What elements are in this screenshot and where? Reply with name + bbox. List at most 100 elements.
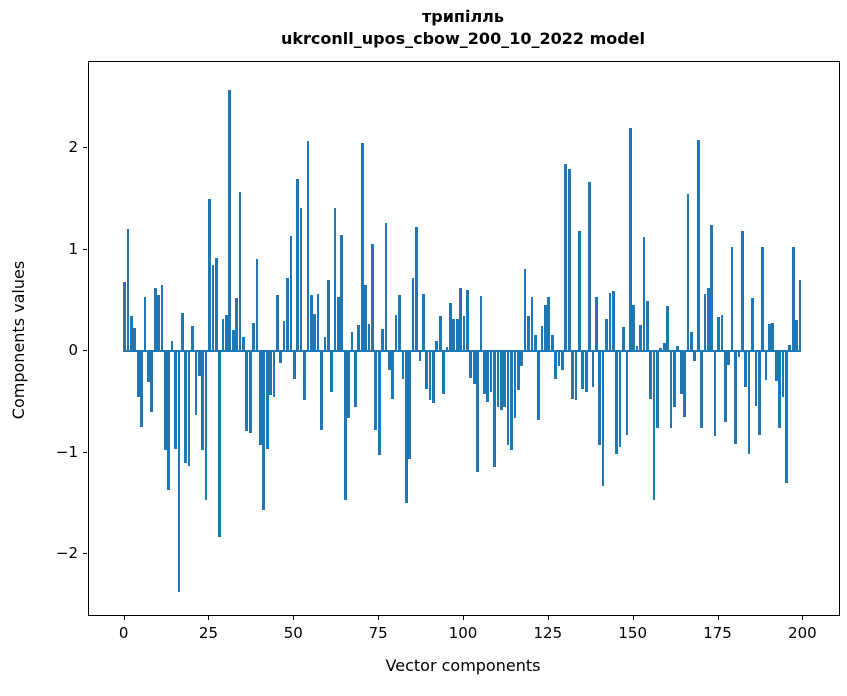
bar bbox=[167, 351, 171, 491]
bar bbox=[584, 351, 588, 392]
bar bbox=[581, 351, 585, 389]
bar bbox=[228, 90, 232, 352]
bar bbox=[727, 351, 731, 366]
bar bbox=[435, 341, 439, 352]
bar bbox=[238, 191, 242, 352]
bar bbox=[143, 297, 147, 352]
y-tick-label: 0 bbox=[68, 341, 78, 360]
bar bbox=[282, 320, 286, 352]
bar bbox=[136, 351, 140, 397]
x-tick-label: 175 bbox=[703, 624, 732, 642]
bar bbox=[211, 264, 215, 352]
bar bbox=[774, 351, 778, 381]
bar bbox=[289, 235, 293, 352]
bar bbox=[751, 298, 754, 352]
bar bbox=[150, 351, 154, 413]
bar bbox=[343, 351, 347, 501]
bar bbox=[588, 181, 591, 352]
bar bbox=[153, 288, 157, 352]
bar bbox=[197, 351, 201, 376]
bar bbox=[544, 304, 547, 352]
y-axis-label: Components values bbox=[9, 260, 28, 420]
bar bbox=[785, 351, 788, 484]
bar bbox=[527, 315, 530, 352]
bar bbox=[537, 351, 540, 421]
bar bbox=[126, 229, 130, 352]
bar bbox=[747, 351, 751, 454]
bar bbox=[523, 268, 527, 352]
bar bbox=[187, 351, 191, 466]
bar bbox=[679, 351, 683, 394]
bar bbox=[387, 351, 391, 371]
bar bbox=[242, 336, 245, 352]
bar bbox=[445, 347, 449, 352]
bar bbox=[723, 351, 727, 423]
y-tick-mark bbox=[83, 350, 87, 352]
x-tick-mark bbox=[632, 616, 634, 620]
bar bbox=[245, 351, 249, 432]
bar bbox=[618, 351, 622, 447]
bar bbox=[391, 351, 395, 399]
bar bbox=[530, 297, 534, 352]
y-tick-label: −2 bbox=[55, 544, 78, 563]
bar bbox=[235, 298, 238, 352]
bar bbox=[157, 295, 160, 352]
bar bbox=[554, 351, 557, 379]
x-tick-label: 150 bbox=[618, 624, 647, 642]
bar bbox=[639, 324, 642, 352]
bar bbox=[479, 296, 483, 352]
bar bbox=[462, 315, 466, 352]
bar bbox=[703, 294, 707, 352]
bar bbox=[337, 297, 340, 352]
x-tick-label: 50 bbox=[283, 624, 303, 642]
bar bbox=[194, 351, 198, 416]
bar bbox=[438, 315, 442, 352]
y-tick-mark bbox=[83, 553, 87, 555]
chart-title-line1: трипілль bbox=[421, 7, 505, 26]
x-tick-label: 200 bbox=[788, 624, 817, 642]
bar bbox=[204, 351, 208, 501]
bar bbox=[221, 318, 225, 352]
bar bbox=[649, 351, 652, 399]
bar bbox=[591, 351, 595, 387]
bar bbox=[771, 322, 775, 352]
bar bbox=[520, 351, 524, 367]
bar bbox=[279, 351, 283, 364]
bar bbox=[720, 314, 724, 352]
bar bbox=[259, 351, 262, 445]
bar bbox=[415, 227, 418, 352]
zero-baseline bbox=[123, 350, 802, 353]
bar bbox=[299, 208, 303, 352]
bar bbox=[632, 304, 636, 352]
bar bbox=[791, 246, 795, 352]
bar bbox=[218, 351, 221, 537]
bar bbox=[788, 345, 792, 352]
chart-title: трипілль ukrconll_upos_cbow_200_10_2022 … bbox=[88, 6, 838, 50]
bar bbox=[275, 295, 279, 352]
bar bbox=[428, 351, 432, 400]
bar bbox=[333, 208, 337, 352]
x-tick-label: 100 bbox=[448, 624, 478, 642]
bar bbox=[696, 140, 700, 352]
bar bbox=[662, 343, 666, 352]
x-tick-label: 0 bbox=[118, 624, 129, 642]
bar bbox=[160, 285, 164, 352]
bar bbox=[656, 351, 659, 429]
bar bbox=[645, 301, 649, 352]
bar bbox=[540, 325, 544, 352]
bar bbox=[683, 351, 686, 418]
bar bbox=[272, 351, 276, 397]
bar bbox=[740, 231, 744, 352]
bar bbox=[374, 351, 378, 431]
bar bbox=[734, 351, 737, 444]
bar bbox=[690, 331, 693, 352]
x-tick-mark bbox=[802, 616, 804, 620]
bar bbox=[781, 351, 785, 397]
bar bbox=[340, 234, 344, 352]
bar bbox=[472, 351, 476, 384]
bar bbox=[357, 324, 361, 352]
bar bbox=[320, 351, 323, 431]
bar bbox=[418, 351, 422, 362]
bar bbox=[316, 294, 320, 352]
bar bbox=[506, 351, 510, 445]
